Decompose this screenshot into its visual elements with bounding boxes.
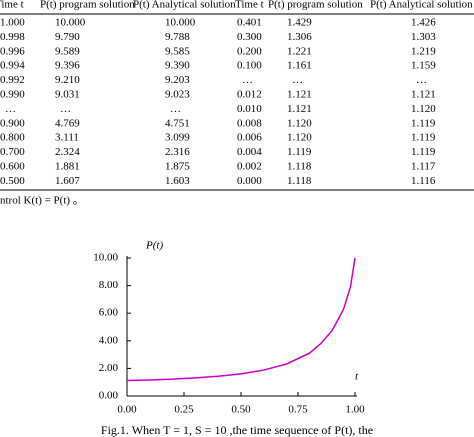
table-cell: 1.159	[411, 60, 436, 72]
table-cell: 4.751	[165, 117, 190, 129]
x-tick-label: 0.25	[174, 404, 194, 416]
table-cell: 1.120	[411, 103, 436, 115]
table-cell: 0.006	[237, 132, 262, 144]
table-cell: 0.998	[0, 31, 25, 43]
table-cell: 0.100	[237, 60, 262, 72]
y-tick-label: 2.00	[99, 362, 119, 374]
table-cell: 9.210	[55, 74, 80, 86]
table-cell: 1.607	[55, 175, 80, 187]
table-cell: 4.769	[55, 117, 80, 129]
table-cell: 10.000	[165, 17, 196, 29]
table-cell: 2.324	[55, 146, 80, 158]
table-cell: 0.200	[237, 45, 262, 57]
table-cell: 1.881	[55, 161, 80, 173]
y-tick-label: 8.00	[99, 279, 119, 291]
table-cell: 0.008	[237, 117, 262, 129]
table-cell: 1.119	[411, 146, 436, 158]
x-axis-label: t	[355, 371, 359, 383]
table-header: P(t) program solution	[40, 0, 135, 11]
table-cell: 3.111	[55, 132, 79, 144]
table-cell: 1.306	[287, 31, 312, 43]
y-tick-label: 6.00	[99, 307, 119, 319]
table-cell: 9.585	[165, 45, 190, 57]
table-cell: 1.161	[287, 60, 312, 72]
table-header: Time t	[235, 0, 264, 11]
table-cell: 0.500	[0, 175, 25, 187]
body-text: ntrol K(t) = P(t) 。	[0, 195, 84, 207]
table-cell: 1.000	[0, 17, 25, 29]
table-cell: 1.116	[411, 175, 436, 187]
table-cell: 9.788	[165, 31, 190, 43]
table-cell: 1.120	[287, 117, 312, 129]
table-cell: …	[60, 103, 71, 115]
table-cell: 1.429	[287, 17, 312, 29]
table-header: Time t	[0, 0, 24, 11]
table-cell: 1.426	[411, 17, 436, 29]
table-cell: 0.401	[237, 17, 262, 29]
x-tick-label: 0.00	[117, 404, 137, 416]
table-cell: 1.117	[411, 161, 436, 173]
table-cell: 0.002	[237, 161, 262, 173]
table-cell: 2.316	[165, 146, 190, 158]
table-cell: 1.118	[287, 175, 312, 187]
y-tick-label: 10.00	[93, 252, 118, 264]
table-cell: 0.700	[0, 146, 25, 158]
table-cell: 1.121	[411, 89, 436, 101]
table-cell: 0.996	[0, 45, 25, 57]
table-cell: 0.994	[0, 60, 25, 72]
line	[126, 257, 356, 382]
table-cell: 1.603	[165, 175, 190, 187]
table-cell: 3.099	[165, 132, 190, 144]
table-cell: 1.119	[287, 146, 312, 158]
table-cell: 9.589	[55, 45, 80, 57]
table-cell: 0.600	[0, 161, 25, 173]
x-tick-label: 0.75	[288, 404, 308, 416]
table-cell: 9.396	[55, 60, 80, 72]
table-cell: 1.120	[287, 132, 312, 144]
table-cell: 9.203	[165, 74, 190, 86]
table-cell: 1.119	[411, 132, 436, 144]
table-cell: 0.004	[237, 146, 262, 158]
table-cell: …	[242, 74, 253, 86]
y-tick-label: 0.00	[99, 390, 119, 402]
table-cell: 1.118	[287, 161, 312, 173]
table-cell: 1.875	[165, 161, 190, 173]
y-tick-label: 4.00	[99, 334, 119, 346]
table-header: P(t) Analytical solution	[370, 0, 473, 11]
table-cell: 0.012	[237, 89, 262, 101]
table-header: P(t) program solution	[268, 0, 363, 11]
table-cell: 1.121	[287, 103, 312, 115]
caption: Fig.1. When T = 1, S = 10 ,the time sequ…	[101, 423, 373, 437]
table-cell: 0.800	[0, 132, 25, 144]
table-cell: 0.000	[237, 175, 262, 187]
table-cell: 10.000	[55, 17, 86, 29]
table-cell: 9.023	[165, 89, 190, 101]
table-cell: 0.992	[0, 74, 25, 86]
table-cell: 9.390	[165, 60, 190, 72]
table-cell: 1.119	[411, 117, 436, 129]
table-cell: 9.031	[55, 89, 80, 101]
table-cell: 1.219	[411, 45, 436, 57]
table-header: P(t) Analytical solution	[133, 0, 236, 11]
table-cell: 1.221	[287, 45, 312, 57]
table-cell: 0.900	[0, 117, 25, 129]
table-cell: …	[5, 103, 16, 115]
table-cell: 0.300	[237, 31, 262, 43]
table-cell: 1.303	[411, 31, 436, 43]
table-cell: 0.010	[237, 103, 262, 115]
x-tick-label: 0.50	[231, 404, 251, 416]
x-tick-label: 1.00	[345, 404, 365, 416]
table-cell: 9.790	[55, 31, 80, 43]
y-axis-label: P(t)	[145, 240, 163, 252]
table-cell: …	[416, 74, 427, 86]
table-cell: …	[170, 103, 181, 115]
table-cell: …	[292, 74, 303, 86]
table-cell: 1.121	[287, 89, 312, 101]
table-cell: 0.990	[0, 89, 25, 101]
